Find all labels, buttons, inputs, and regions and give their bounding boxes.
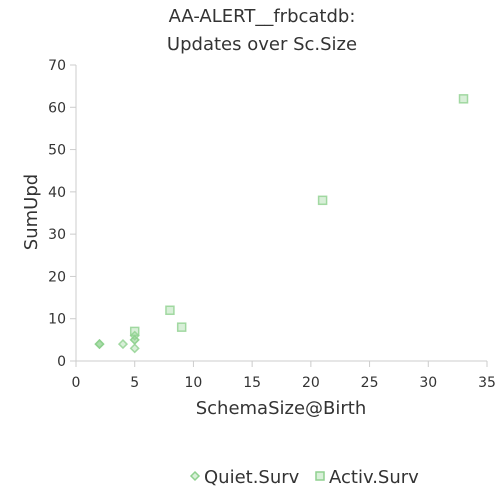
legend-label-quiet-surv: Quiet.Surv: [204, 467, 300, 488]
x-axis-label: SchemaSize@Birth: [196, 398, 367, 419]
point-quiet-surv: [94, 339, 105, 350]
x-tick-label: 5: [130, 375, 139, 391]
y-tick-label: 50: [48, 143, 66, 159]
x-axis-ticks: 0 5 10 15 20 25 30 35: [72, 361, 496, 391]
point-activ-surv: [317, 195, 328, 206]
point-activ-surv: [458, 94, 469, 104]
legend-label-activ-surv: Activ.Surv: [329, 467, 419, 488]
y-tick-label: 40: [48, 185, 66, 201]
legend-marker-quiet-surv: [189, 470, 201, 482]
point-activ-surv: [176, 322, 187, 332]
chart-title-line-1: AA-ALERT__frbcatdb:: [169, 6, 356, 27]
point-quiet-surv: [117, 339, 129, 350]
x-tick-label: 35: [478, 375, 496, 391]
x-tick-label: 15: [243, 375, 261, 391]
legend: Quiet.Surv Activ.Surv: [189, 467, 419, 488]
chart-title-line-2: Updates over Sc.Size: [167, 34, 357, 55]
y-tick-label: 70: [48, 58, 66, 74]
x-tick-label: 10: [185, 375, 203, 391]
point-activ-surv: [165, 305, 175, 316]
y-tick-label: 0: [57, 354, 66, 370]
y-axis-label: SumUpd: [21, 174, 42, 250]
x-tick-label: 0: [72, 375, 81, 391]
x-tick-label: 20: [302, 375, 320, 391]
legend-marker-activ-surv: [315, 471, 325, 481]
y-tick-label: 30: [48, 227, 66, 243]
y-tick-label: 60: [48, 100, 66, 116]
x-tick-label: 25: [361, 375, 379, 391]
point-quiet-surv: [129, 343, 140, 354]
point-activ-surv: [129, 326, 140, 337]
y-tick-label: 20: [48, 269, 66, 285]
y-axis-ticks: 0 10 20 30 40 50 60 70: [48, 58, 76, 370]
data-points: [94, 94, 469, 354]
y-tick-label: 10: [48, 312, 66, 328]
x-tick-label: 30: [419, 375, 437, 391]
